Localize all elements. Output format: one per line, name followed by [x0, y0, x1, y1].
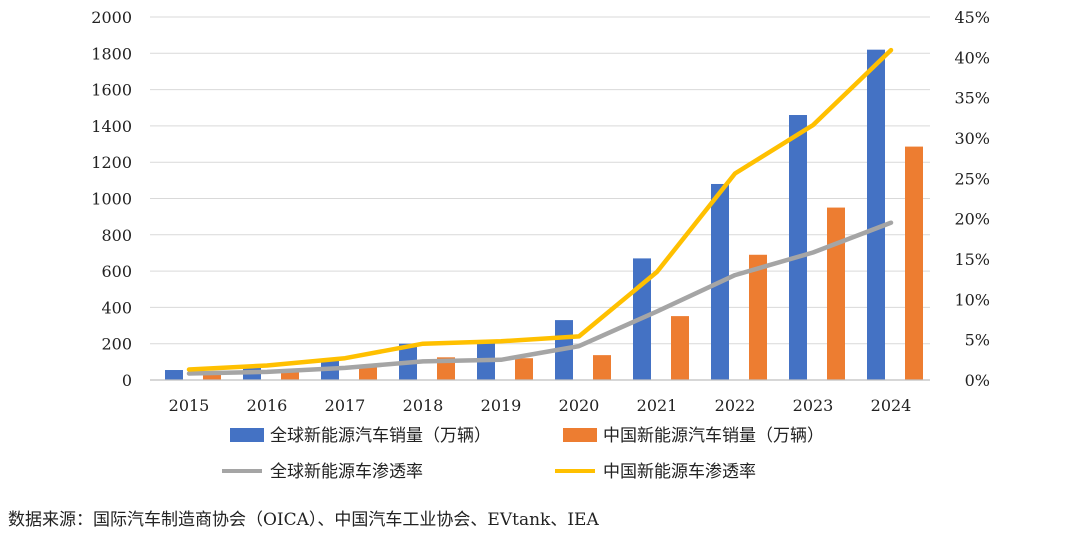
x-tick-label: 2021 — [637, 396, 678, 415]
y-right-tick-label: 5% — [965, 331, 990, 350]
legend-label-china-sales: 中国新能源汽车销量（万辆） — [603, 426, 824, 446]
legend-swatch-global-sales — [230, 428, 264, 442]
bar-china-sales — [359, 365, 377, 380]
y-left-tick-label: 800 — [101, 226, 132, 245]
bar-china-sales — [749, 254, 767, 380]
bars — [165, 49, 923, 381]
y-left-tick-label: 200 — [101, 335, 132, 354]
y-left-tick-label: 600 — [101, 262, 132, 281]
y-left-tick-label: 2000 — [91, 8, 132, 27]
x-tick-label: 2023 — [793, 396, 834, 415]
y-right-tick-label: 35% — [954, 89, 990, 108]
x-tick-label: 2017 — [325, 396, 366, 415]
y-left-tick-label: 1600 — [91, 81, 132, 100]
x-tick-label: 2018 — [403, 396, 444, 415]
x-tick-label: 2016 — [247, 396, 288, 415]
x-tick-label: 2024 — [871, 396, 912, 415]
chart-svg: 0 200 400 600 800 1000 1200 1400 1600 1800 2000 0%… — [91, 8, 990, 482]
y-right-tick-label: 0% — [965, 371, 990, 390]
y-left-tick-label: 1200 — [91, 153, 132, 172]
bar-china-sales — [671, 316, 689, 380]
bar-global-sales — [165, 370, 183, 380]
y-right-tick-label: 25% — [954, 169, 990, 188]
lines — [186, 47, 894, 376]
y-right-tick-label: 40% — [954, 48, 990, 67]
source-note: 数据来源：国际汽车制造商协会（OICA）、中国汽车工业协会、EVtank、IEA — [8, 510, 599, 530]
bar-global-sales — [789, 115, 807, 380]
y-right-tick-label: 45% — [954, 8, 990, 27]
y-right-tick-label: 15% — [954, 250, 990, 269]
bar-china-sales — [827, 207, 845, 380]
y-left-tick-label: 1800 — [91, 44, 132, 63]
legend-label-global-penetration: 全球新能源车渗透率 — [270, 462, 423, 482]
line-global-penetration — [186, 220, 894, 376]
y-left-tick-labels: 0 200 400 600 800 1000 1200 1400 1600 1800 2000 — [91, 8, 132, 390]
bar-china-sales — [515, 358, 533, 380]
x-tick-label: 2019 — [481, 396, 522, 415]
chart: 0 200 400 600 800 1000 1200 1400 1600 1800 2000 0%… — [91, 8, 990, 482]
x-tick-label: 2022 — [715, 396, 756, 415]
bar-china-sales — [593, 355, 611, 380]
grid-lines — [150, 16, 930, 345]
legend-label-china-penetration: 中国新能源车渗透率 — [603, 462, 756, 482]
y-right-tick-label: 10% — [954, 290, 990, 309]
y-left-tick-label: 1400 — [91, 117, 132, 136]
x-tick-label: 2020 — [559, 396, 600, 415]
bar-china-sales — [281, 370, 299, 380]
y-left-tick-label: 0 — [122, 371, 132, 390]
y-right-tick-label: 30% — [954, 129, 990, 148]
y-left-tick-label: 400 — [101, 298, 132, 317]
bar-china-sales — [203, 374, 221, 380]
x-tick-labels: 2015 2016 2017 2018 2019 2020 2021 2022 2023 2024 — [169, 396, 912, 415]
y-right-tick-label: 20% — [954, 210, 990, 229]
legend: 全球新能源汽车销量（万辆） 中国新能源汽车销量（万辆） 全球新能源车渗透率 中国… — [222, 426, 824, 482]
y-left-tick-label: 1000 — [91, 190, 132, 209]
x-tick-label: 2015 — [169, 396, 210, 415]
line-china-penetration — [186, 47, 894, 372]
legend-swatch-china-sales — [563, 428, 597, 442]
legend-label-global-sales: 全球新能源汽车销量（万辆） — [270, 426, 491, 446]
bar-china-sales — [905, 146, 923, 380]
y-right-tick-labels: 0% 5% 10% 15% 20% 25% 30% 35% 40% 45% — [954, 8, 990, 390]
bar-global-sales — [867, 49, 885, 381]
